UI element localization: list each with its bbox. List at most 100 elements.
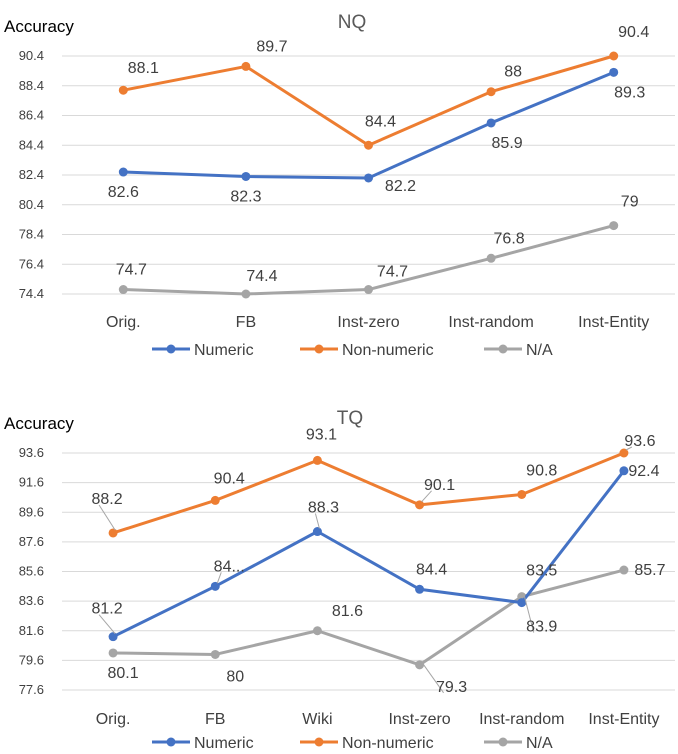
y-tick-label: 76.4 <box>19 256 44 271</box>
data-point <box>241 289 251 299</box>
x-tick-label: Inst-random <box>479 711 564 728</box>
label-leader-line <box>98 614 116 634</box>
legend: Numeric Non-numeric N/A <box>152 342 553 359</box>
data-point <box>312 527 322 537</box>
data-label: 88 <box>504 64 522 81</box>
data-label: 88.1 <box>128 60 159 77</box>
data-point <box>609 221 619 231</box>
y-tick-label: 91.6 <box>19 475 44 490</box>
data-label: 90.8 <box>526 462 557 479</box>
label-leader-line <box>421 661 444 694</box>
y-tick-label: 82.4 <box>19 167 44 182</box>
series-n-a <box>108 565 629 670</box>
data-point <box>517 598 527 608</box>
label-leader-line <box>314 513 320 529</box>
data-label: 88.2 <box>92 491 123 508</box>
legend-swatch-marker <box>498 737 508 747</box>
legend-item-n-a: N/A <box>484 342 553 359</box>
x-tick-label: Inst-Entity <box>588 711 659 728</box>
data-point <box>364 140 373 150</box>
data-label: 80 <box>226 668 244 685</box>
x-tick-label: Wiki <box>302 711 332 728</box>
y-tick-label: 74.4 <box>19 286 44 301</box>
data-label: 79.3 <box>436 679 467 696</box>
data-point <box>118 285 128 295</box>
y-axis-label: Accuracy <box>4 414 74 433</box>
series-numeric <box>108 466 629 642</box>
data-point <box>486 87 496 97</box>
data-label: 74.7 <box>377 264 408 281</box>
data-label: 90.4 <box>618 24 649 41</box>
legend-label: Numeric <box>194 735 254 752</box>
legend-item-numeric: Numeric <box>152 735 254 752</box>
label-leader-line <box>421 490 432 503</box>
y-axis-label: Accuracy <box>4 17 74 36</box>
series-n-a <box>118 221 619 299</box>
data-point <box>210 581 220 591</box>
legend-swatch-marker <box>314 737 324 747</box>
data-point <box>364 285 373 295</box>
data-point <box>210 649 220 659</box>
chart-title: TQ <box>337 408 363 429</box>
data-label: 93.1 <box>306 426 337 443</box>
y-tick-label: 80.4 <box>19 197 44 212</box>
data-label: 79 <box>621 194 639 211</box>
data-point <box>118 85 128 95</box>
data-label: 76.8 <box>494 230 525 247</box>
x-tick-label: FB <box>236 314 256 331</box>
legend-item-numeric: Numeric <box>152 342 254 359</box>
label-leader-line <box>625 446 633 451</box>
x-tick-label: Inst-zero <box>337 314 399 331</box>
legend-swatch-marker <box>166 344 176 354</box>
chart-nq: NQ Accuracy 90.4 88.4 86.4 84.4 82.4 80.4 78.4 76… <box>4 12 675 359</box>
legend-swatch-marker <box>498 344 508 354</box>
data-label: 84.4 <box>416 561 447 578</box>
data-label: 90.4 <box>214 470 245 487</box>
y-tick-label: 90.4 <box>19 48 44 63</box>
y-tick-label: 84.4 <box>19 137 44 152</box>
data-label: 85.7 <box>634 562 665 579</box>
y-tick-label: 79.6 <box>19 652 44 667</box>
data-point <box>108 632 118 642</box>
data-point <box>517 489 527 499</box>
series-line <box>123 54 615 147</box>
data-point <box>415 500 425 510</box>
data-point <box>312 455 322 465</box>
x-tick-label: Inst-random <box>448 314 533 331</box>
data-label: 84... <box>214 558 245 575</box>
series-line <box>123 224 615 296</box>
y-tick-label: 78.4 <box>19 227 44 242</box>
label-leader-line <box>216 572 222 584</box>
data-point <box>486 118 496 128</box>
x-tick-label: Inst-zero <box>388 711 450 728</box>
data-point <box>415 660 425 670</box>
legend-label: Non-numeric <box>342 735 434 752</box>
data-point <box>619 448 629 458</box>
series-line <box>112 451 625 535</box>
y-tick-label: 77.6 <box>19 682 44 697</box>
y-tick-label: 81.6 <box>19 623 44 638</box>
y-tick-label: 83.6 <box>19 593 44 608</box>
data-label: 81.6 <box>332 603 363 620</box>
y-tick-label: 85.6 <box>19 564 44 579</box>
y-tick-label: 93.6 <box>19 445 44 460</box>
legend-label: N/A <box>526 735 553 752</box>
data-point <box>609 51 619 61</box>
x-tick-label: Inst-Entity <box>578 314 649 331</box>
series-numeric <box>118 67 619 183</box>
legend-item-non-numeric: Non-numeric <box>300 735 434 752</box>
data-point <box>241 61 251 71</box>
data-label: 84.4 <box>365 113 396 130</box>
data-point <box>241 171 251 181</box>
data-label: 89.3 <box>614 84 645 101</box>
series-non-numeric <box>108 448 629 538</box>
data-point <box>619 565 629 575</box>
data-point <box>609 67 619 77</box>
data-label: 93.6 <box>624 433 655 450</box>
data-point <box>210 495 220 505</box>
series-line <box>113 568 625 667</box>
data-point <box>415 584 425 594</box>
data-label: 90.1 <box>424 477 455 494</box>
data-point <box>364 173 373 183</box>
data-label: 80.1 <box>108 665 139 682</box>
